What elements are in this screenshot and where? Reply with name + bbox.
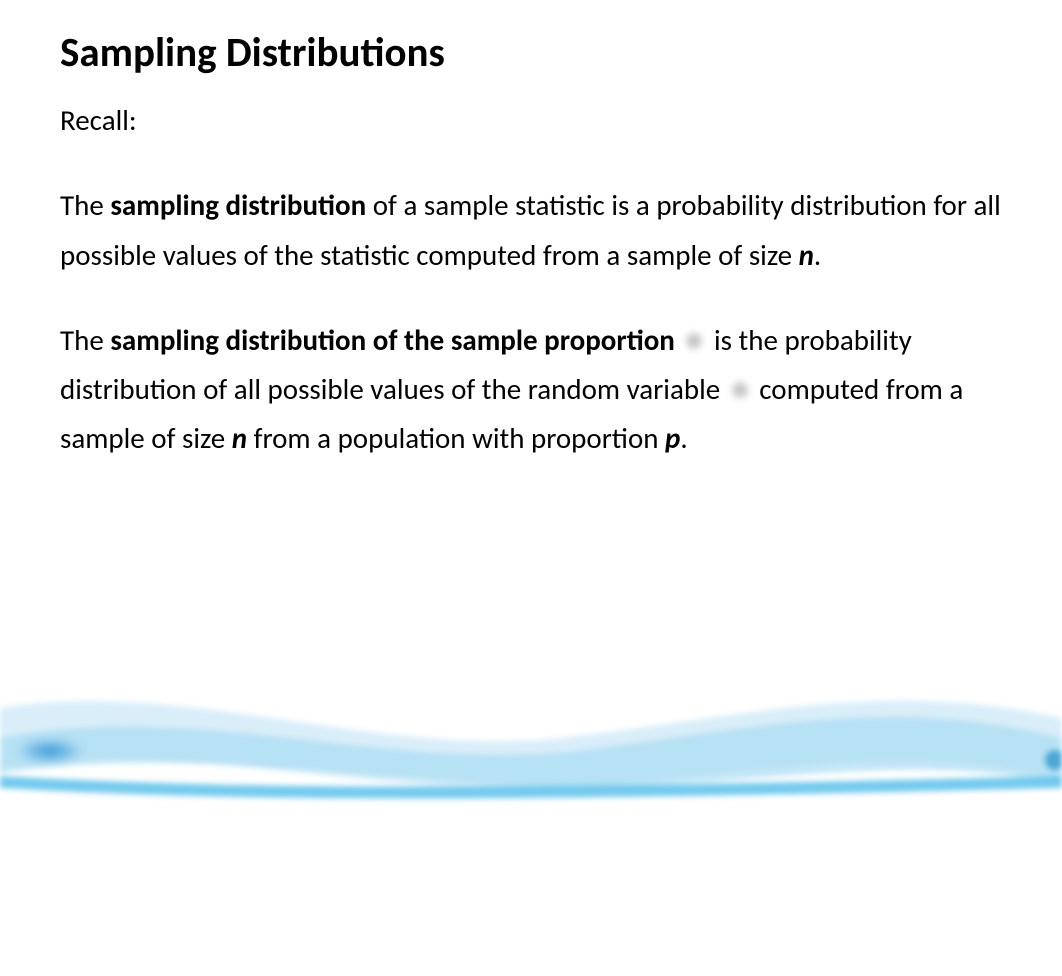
text: from a population with proportion	[247, 420, 665, 456]
definition-paragraph-2: The sampling distribution of the sample …	[60, 316, 1002, 464]
bold-term: sampling distribution of the sample prop…	[110, 322, 674, 358]
definition-paragraph-1: The sampling distribution of a sample st…	[60, 181, 1002, 280]
italic-var-p: p	[665, 420, 680, 456]
text: .	[814, 237, 821, 273]
page-title: Sampling Distributions	[60, 28, 1002, 78]
text: The	[60, 322, 110, 358]
slide: Sampling Distributions Recall: The sampl…	[0, 0, 1062, 976]
italic-var-n: n	[799, 237, 814, 273]
bold-term: sampling distribution	[110, 187, 366, 223]
text: .	[680, 420, 687, 456]
blurred-symbol	[727, 375, 753, 405]
italic-var-n: n	[232, 420, 247, 456]
blurred-symbol	[681, 326, 707, 356]
text: The	[60, 187, 110, 223]
recall-label: Recall:	[60, 96, 1002, 145]
